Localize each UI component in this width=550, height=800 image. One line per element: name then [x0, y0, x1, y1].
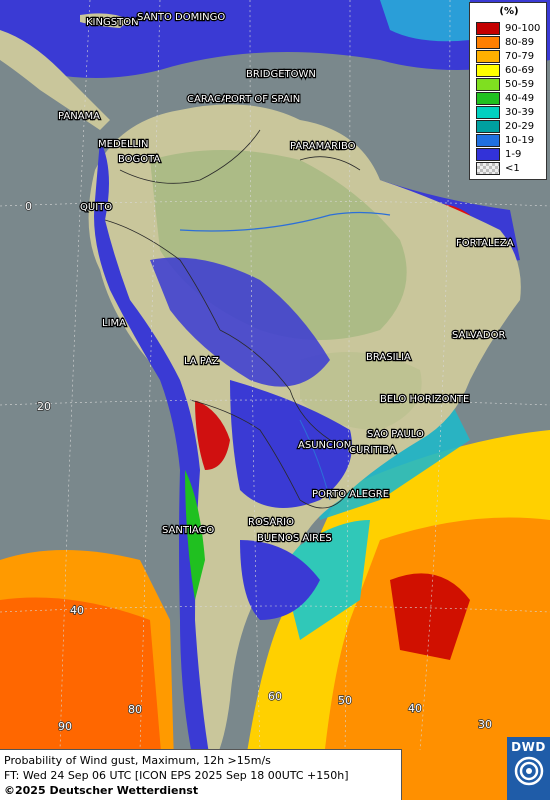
wind-field-andes-core	[195, 400, 230, 470]
legend-swatch	[476, 133, 500, 147]
legend-item: 10-19	[476, 133, 534, 147]
city-port-of-spain: PORT OF SPAIN	[225, 94, 300, 105]
legend-swatch	[476, 35, 500, 49]
legend-label: 10-19	[505, 134, 535, 146]
city-santo-domingo: SANTO DOMINGO	[137, 12, 225, 23]
city-curitiba: CURITIBA	[349, 445, 396, 456]
legend-label: 1-9	[505, 148, 522, 160]
graticule	[0, 0, 550, 751]
city-medellin: MEDELLIN	[98, 139, 149, 150]
lon-label-80: 80	[128, 703, 142, 716]
legend-item: 30-39	[476, 105, 534, 119]
wind-field-cyan	[280, 520, 370, 640]
lat-label-0: 0	[25, 200, 32, 213]
city-asuncion: ASUNCION	[298, 440, 351, 451]
dwd-swirl-icon	[514, 756, 543, 786]
legend-item: 50-59	[476, 77, 534, 91]
copyright: ©2025 Deutscher Wetterdienst	[4, 784, 199, 797]
legend-swatch	[476, 49, 500, 63]
legend: (%) 90-100 80-89 70-79 60-69 50-59 40-49 30-39…	[469, 2, 547, 180]
legend-item: 80-89	[476, 35, 534, 49]
wind-field-caribbean-east	[380, 0, 470, 42]
legend-label: 20-29	[505, 120, 535, 132]
city-quito: QUITO	[80, 202, 112, 213]
legend-swatch	[476, 147, 500, 161]
legend-label: 40-49	[505, 92, 535, 104]
legend-label: 80-89	[505, 36, 535, 48]
city-caracas: CARACAS	[187, 94, 234, 105]
legend-item: 70-79	[476, 49, 534, 63]
city-bogota: BOGOTA	[118, 154, 161, 165]
legend-label: 30-39	[505, 106, 535, 118]
legend-label: <1	[505, 162, 520, 174]
city-kingston: KINGSTON	[86, 17, 139, 28]
lon-label-30: 30	[478, 718, 492, 731]
city-salvador: SALVADOR	[452, 330, 505, 341]
legend-item: 1-9	[476, 147, 521, 161]
legend-item: 90-100	[476, 21, 540, 35]
city-la-paz: LA PAZ	[184, 356, 219, 367]
legend-item: 20-29	[476, 119, 534, 133]
wind-field-southeast-mid	[320, 517, 550, 800]
brazil-highland	[300, 352, 422, 430]
city-sao-paulo: SAO PAULO	[367, 429, 424, 440]
lon-label-60: 60	[268, 690, 282, 703]
legend-label: 50-59	[505, 78, 535, 90]
central-america-land	[0, 30, 110, 130]
legend-item: <1	[476, 161, 520, 175]
wind-field-pampas	[230, 380, 352, 508]
country-borders	[104, 129, 361, 509]
city-santiago: SANTIAGO	[162, 525, 214, 536]
info-box: Probability of Wind gust, Maximum, 12h >…	[0, 749, 402, 800]
legend-swatch	[476, 161, 500, 175]
legend-item: 60-69	[476, 63, 534, 77]
city-brasilia: BRASILIA	[366, 352, 411, 363]
city-buenos-aires: BUENOS AIRES	[257, 533, 332, 544]
city-paramaribo: PARAMARIBO	[290, 141, 356, 152]
product-title: Probability of Wind gust, Maximum, 12h >…	[4, 754, 271, 767]
dwd-logo: DWD	[507, 737, 550, 800]
parana-river	[299, 419, 331, 501]
legend-label: 70-79	[505, 50, 535, 62]
dwd-logo-text: DWD	[511, 740, 546, 754]
city-labels: KINGSTON SANTO DOMINGO BRIDGETOWN CARACA…	[57, 11, 515, 545]
lon-label-50: 50	[338, 694, 352, 707]
legend-unit: (%)	[499, 6, 519, 17]
forecast-time: FT: Wed 24 Sep 06 UTC [ICON EPS 2025 Sep…	[4, 769, 349, 782]
lat-label-20: 20	[37, 400, 51, 413]
city-fortaleza: FORTALEZA	[456, 238, 514, 249]
andes-wind-zone	[94, 140, 210, 770]
legend-label: 60-69	[505, 64, 535, 76]
legend-label: 90-100	[505, 22, 541, 34]
city-lima: LIMA	[102, 318, 126, 329]
caribbean-islands	[80, 13, 130, 28]
wind-field-interior	[150, 257, 330, 387]
legend-swatch	[476, 91, 500, 105]
lon-label-40: 40	[408, 702, 422, 715]
legend-swatch	[476, 119, 500, 133]
legend-swatch	[476, 77, 500, 91]
city-panama: PANAMA	[58, 111, 100, 122]
legend-swatch	[476, 63, 500, 77]
legend-swatch	[476, 105, 500, 119]
city-porto-alegre: PORTO ALEGRE	[312, 489, 389, 500]
city-rosario: ROSARIO	[248, 517, 294, 528]
amazon-river	[179, 211, 391, 232]
lat-label-40: 40	[70, 604, 84, 617]
legend-swatch	[476, 21, 500, 35]
wind-field-patagonia	[240, 540, 320, 620]
city-belo-horizonte: BELO HORIZONTE	[380, 394, 469, 405]
wind-field-andes-south	[185, 470, 205, 600]
city-bridgetown: BRIDGETOWN	[246, 69, 316, 80]
legend-item: 40-49	[476, 91, 534, 105]
lon-label-90: 90	[58, 720, 72, 733]
